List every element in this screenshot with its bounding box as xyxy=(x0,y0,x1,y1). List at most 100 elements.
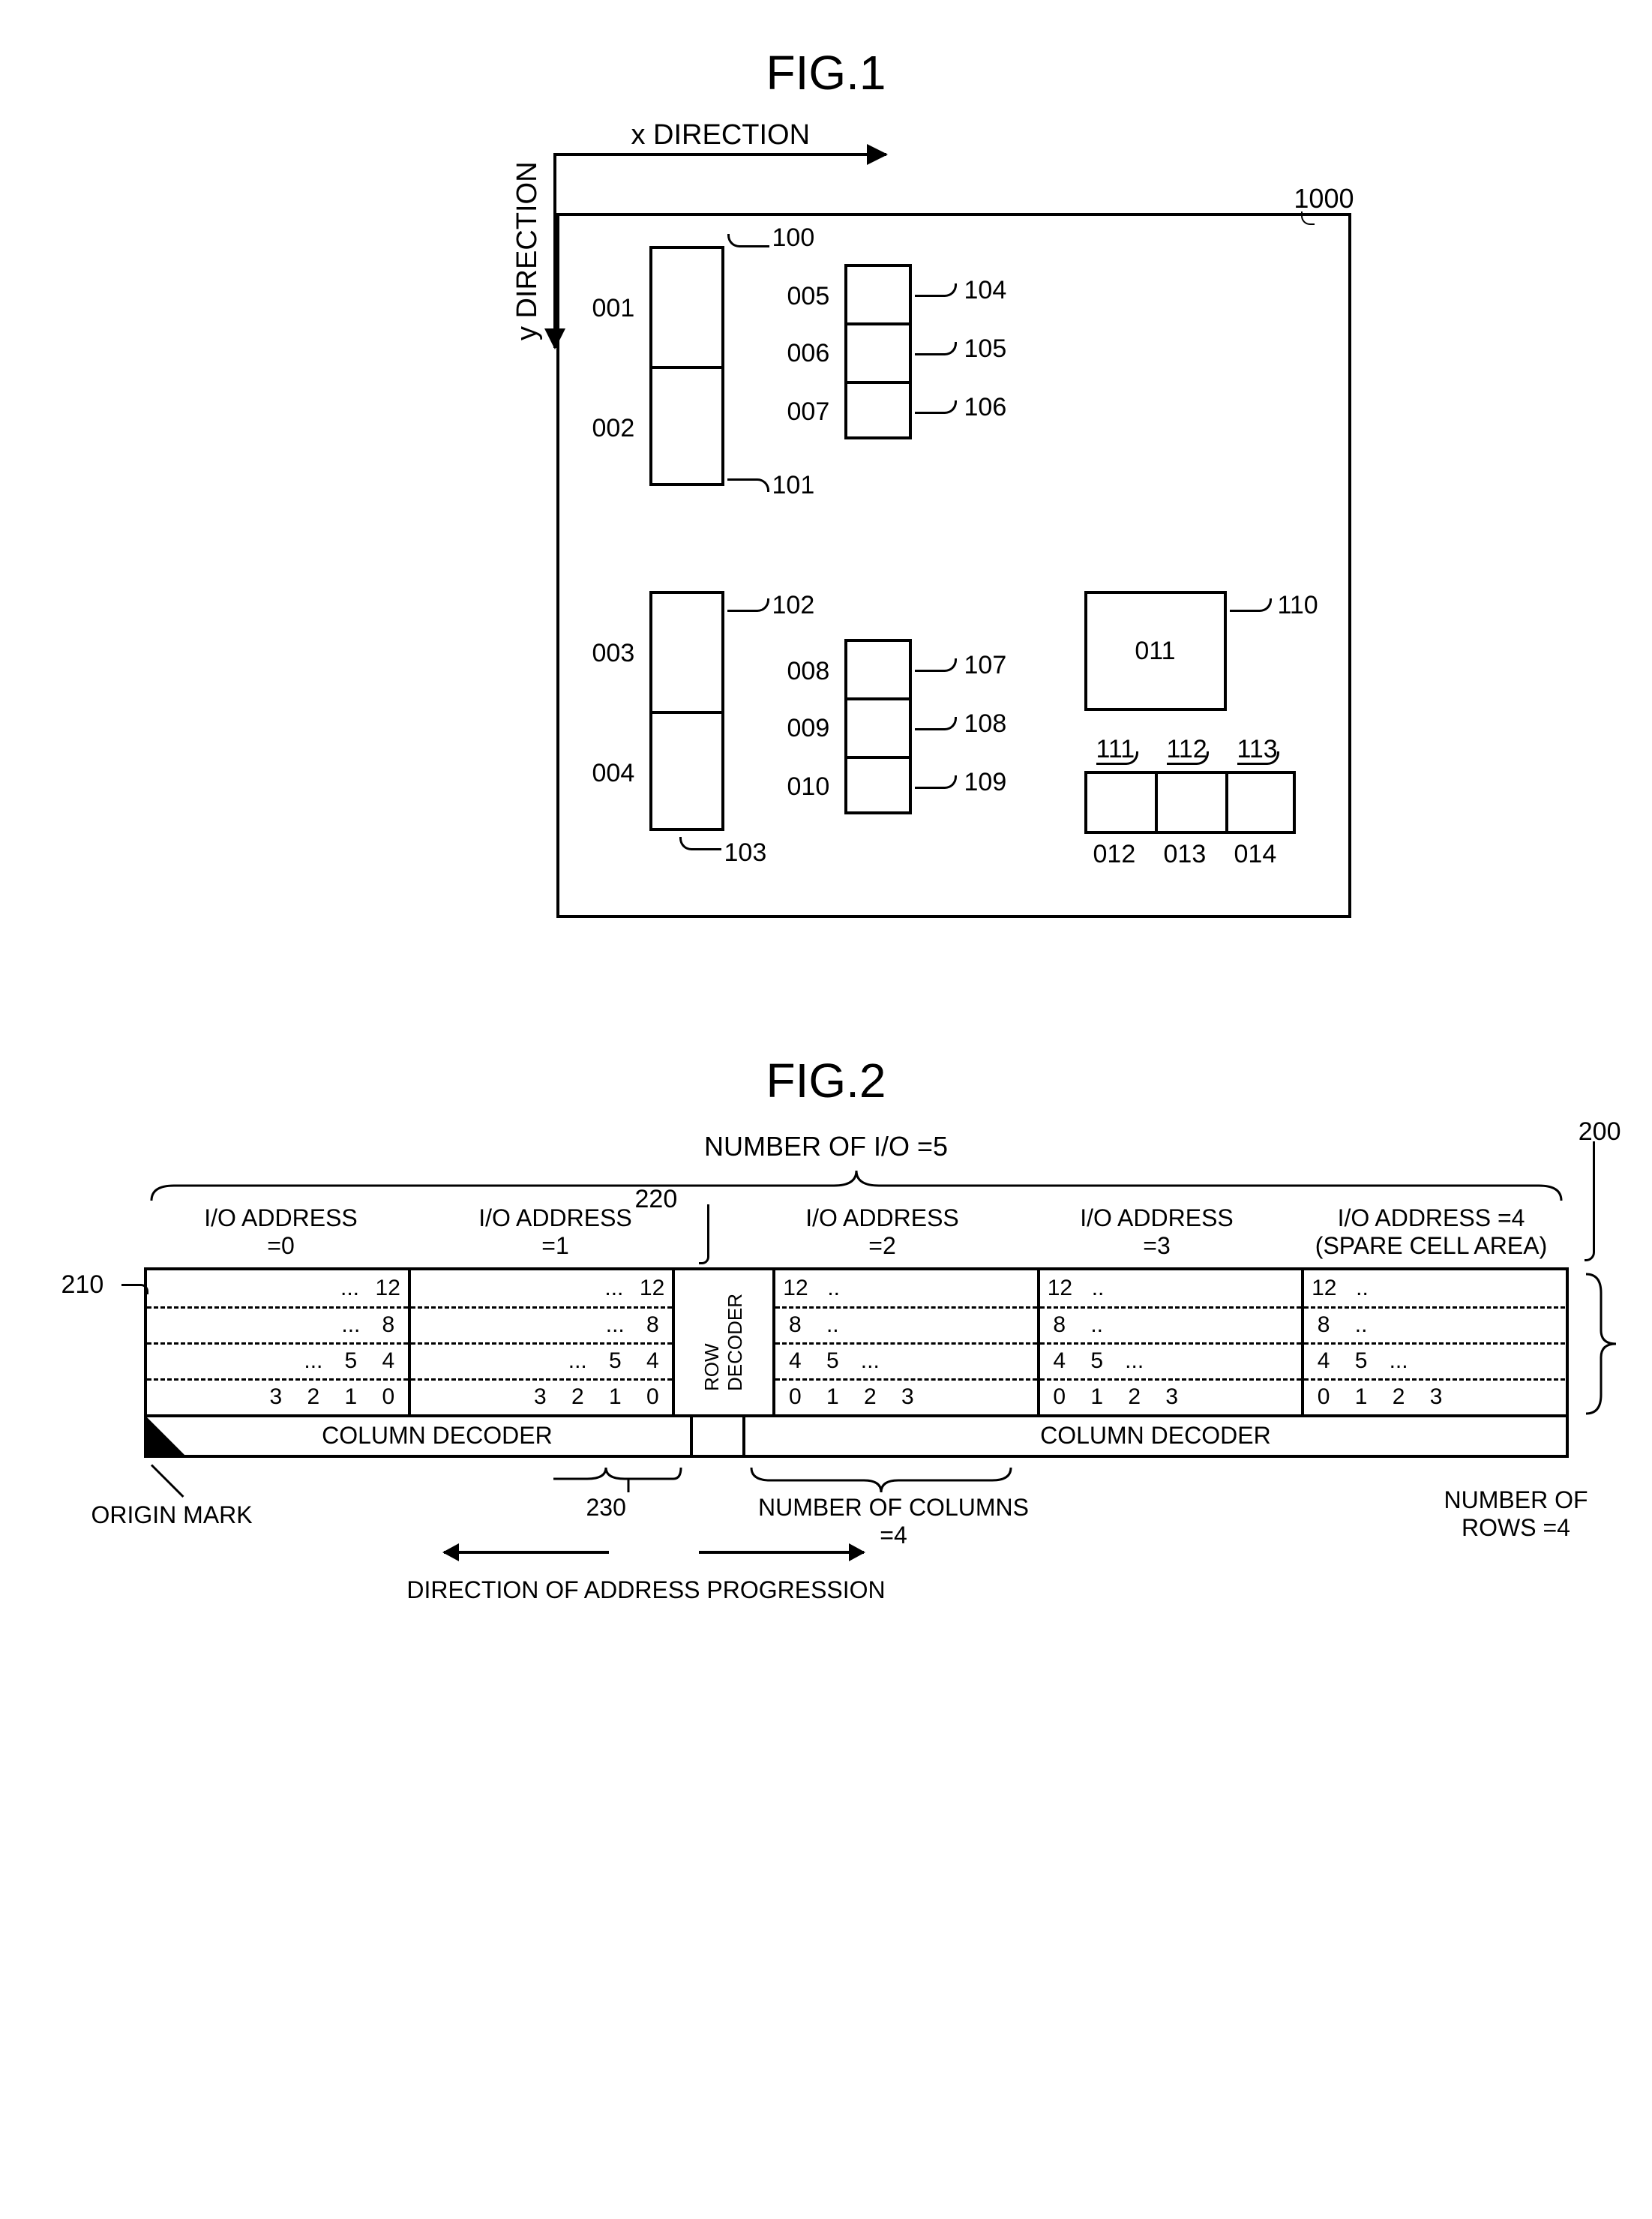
x-axis-arrow xyxy=(556,153,886,156)
block-sep xyxy=(1155,774,1158,831)
direction-label: DIRECTION OF ADDRESS PROGRESSION xyxy=(376,1576,916,1604)
mem-row: 12.. xyxy=(775,1270,1036,1306)
lead-100 xyxy=(727,234,769,247)
ref-102: 102 xyxy=(772,591,815,620)
io-header-4: I/O ADDRESS =4 (SPARE CELL AREA) xyxy=(1294,1204,1569,1260)
ref-111: 111 xyxy=(1096,735,1135,764)
io-block-4: 12.. 8.. 45... 0123 xyxy=(1301,1270,1565,1414)
column-decoder-gap xyxy=(693,1417,745,1455)
block-003-004: 003 004 xyxy=(649,591,724,831)
io-block-1: 12... 8... 45... 0123 xyxy=(408,1270,672,1414)
mem-row: 45... xyxy=(1040,1342,1301,1378)
block-label-008: 008 xyxy=(787,657,830,686)
mem-row: 12... xyxy=(411,1270,672,1306)
block-label-010: 010 xyxy=(787,772,830,802)
row-decoder: ROW DECODER xyxy=(672,1270,775,1414)
mem-row: 12.. xyxy=(1040,1270,1301,1306)
block-sep xyxy=(652,711,721,714)
ref-210-line xyxy=(121,1284,148,1294)
mem-row: 0123 xyxy=(1304,1378,1565,1414)
block-label-012: 012 xyxy=(1093,840,1136,869)
ref-105: 105 xyxy=(964,334,1007,364)
ref-103: 103 xyxy=(724,838,767,868)
block-sep xyxy=(847,756,909,759)
frame-ref: 1000 xyxy=(1294,183,1354,214)
ref-230: 230 xyxy=(586,1494,626,1522)
mem-row: 45... xyxy=(147,1342,408,1378)
direction-arrows xyxy=(444,1539,864,1569)
memory-grid: 12... 8... 45... 0123 12... 8... 45... 0… xyxy=(144,1267,1569,1417)
brace-rows xyxy=(1582,1270,1620,1417)
io-block-2: 12.. 8.. 45... 0123 xyxy=(775,1270,1036,1414)
mem-row: 12.. xyxy=(1304,1270,1565,1306)
column-decoder-row: COLUMN DECODER COLUMN DECODER xyxy=(144,1417,1569,1458)
origin-mark-label: ORIGIN MARK xyxy=(91,1501,253,1529)
origin-lead xyxy=(150,1464,184,1498)
mem-row: 8... xyxy=(411,1306,672,1342)
memory-wrapper: 210 220 200 12... 8... 45... 0123 12... … xyxy=(76,1267,1576,1458)
block-label-004: 004 xyxy=(592,759,635,788)
io-header-2: I/O ADDRESS =2 xyxy=(745,1204,1020,1260)
mem-row: 0123 xyxy=(147,1378,408,1414)
fig1: FIG.1 x DIRECTION y DIRECTION 1000 001 0… xyxy=(301,45,1351,918)
ref-109: 109 xyxy=(964,768,1007,797)
ref-106: 106 xyxy=(964,393,1007,422)
io-headers: I/O ADDRESS =0 I/O ADDRESS =1 I/O ADDRES… xyxy=(144,1204,1569,1260)
brace-230 xyxy=(418,1464,693,1494)
io-header-0: I/O ADDRESS =0 xyxy=(144,1204,418,1260)
fig2-title: FIG.2 xyxy=(76,1053,1576,1108)
lead-104 xyxy=(915,283,957,297)
mem-row: 45... xyxy=(1304,1342,1565,1378)
ref-104: 104 xyxy=(964,276,1007,305)
lead-109 xyxy=(915,775,957,789)
fig1-axes: x DIRECTION y DIRECTION xyxy=(301,123,1351,213)
lead-107 xyxy=(915,658,957,672)
block-label-006: 006 xyxy=(787,339,830,368)
block-sep xyxy=(847,697,909,700)
origin-mark xyxy=(147,1417,184,1455)
num-rows-label: NUMBER OF ROWS =4 xyxy=(1419,1486,1614,1542)
block-label-001: 001 xyxy=(592,294,635,323)
mem-row: 12... xyxy=(147,1270,408,1306)
ref-220: 220 xyxy=(635,1185,678,1214)
block-label-013: 013 xyxy=(1164,840,1207,869)
ref-107: 107 xyxy=(964,651,1007,680)
mem-row: 8.. xyxy=(1040,1306,1301,1342)
mem-row: 0123 xyxy=(1040,1378,1301,1414)
fig2-under: ORIGIN MARK 230 NUMBER OF COLUMNS =4 NUM… xyxy=(144,1464,1569,1629)
block-label-014: 014 xyxy=(1234,840,1277,869)
ref-108: 108 xyxy=(964,709,1007,739)
io-header-3: I/O ADDRESS =3 xyxy=(1020,1204,1294,1260)
ref-200-line xyxy=(1585,1141,1595,1261)
block-label-002: 002 xyxy=(592,414,635,443)
mem-row: 0123 xyxy=(775,1378,1036,1414)
column-decoder-left: COLUMN DECODER xyxy=(184,1417,694,1455)
block-sep xyxy=(652,366,721,369)
fig1-frame: 1000 001 002 100 101 005 006 007 104 105… xyxy=(556,213,1351,918)
mem-row: 0123 xyxy=(411,1378,672,1414)
lead-103 xyxy=(679,837,721,850)
lead-108 xyxy=(915,717,957,730)
column-decoder-right: COLUMN DECODER xyxy=(745,1417,1565,1455)
arrow-right xyxy=(699,1551,864,1554)
brace-top xyxy=(144,1167,1569,1204)
ref-113: 113 xyxy=(1237,735,1278,764)
lead-101 xyxy=(727,478,769,492)
io-block-3: 12.. 8.. 45... 0123 xyxy=(1037,1270,1301,1414)
block-sep xyxy=(847,381,909,384)
lead-110 xyxy=(1230,598,1272,612)
mem-row: 45... xyxy=(775,1342,1036,1378)
block-label-009: 009 xyxy=(787,714,830,743)
brace-columns xyxy=(744,1464,1018,1494)
arrow-left xyxy=(444,1551,609,1554)
block-012-014 xyxy=(1084,771,1296,834)
mem-row: 8.. xyxy=(1304,1306,1565,1342)
mem-row: 45... xyxy=(411,1342,672,1378)
block-001-002: 001 002 xyxy=(649,246,724,486)
row-decoder-label: ROW DECODER xyxy=(700,1294,747,1391)
mem-row: 8.. xyxy=(775,1306,1036,1342)
block-005-007: 005 006 007 xyxy=(844,264,912,439)
lead-105 xyxy=(915,342,957,355)
block-label-011: 011 xyxy=(1135,637,1175,666)
lead-106 xyxy=(915,400,957,414)
